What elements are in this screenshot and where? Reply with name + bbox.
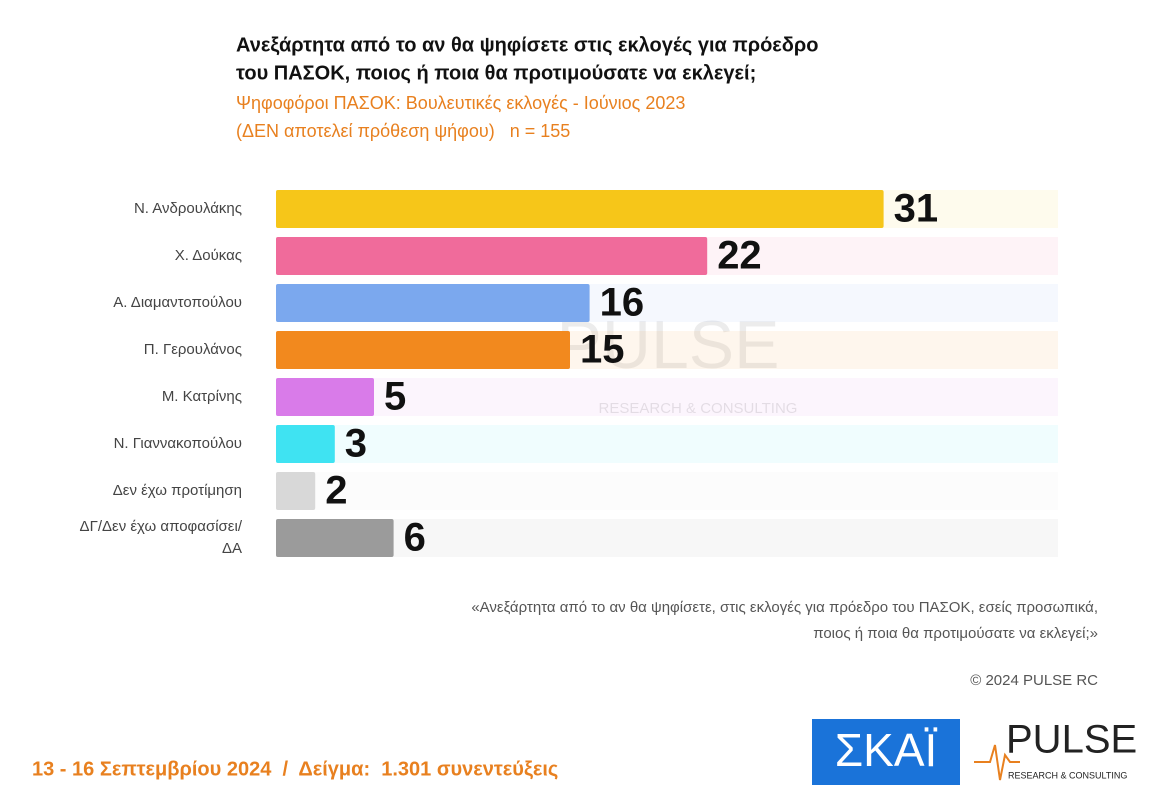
pulse-logo-tagline: RESEARCH & CONSULTING [1008,770,1127,780]
category-label: Α. Διαμαντοπούλου [113,294,242,311]
category-label: Ν. Ανδρουλάκης [133,200,242,217]
value-label: 16 [600,281,645,325]
watermark-tagline: RESEARCH & CONSULTING [599,400,798,417]
footer: 13 - 16 Σεπτεμβρίου 2024 / Δείγμα: 1.301… [32,758,558,780]
pulse-logo: PULSE [1006,718,1137,762]
note: ποιος ή ποια θα προτιμούσατε να εκλεγεί;… [813,625,1098,642]
title: Ανεξάρτητα από το αν θα ψηφίσετε στις εκ… [236,34,819,56]
subtitle: (ΔΕΝ αποτελεί πρόθεση ψήφου) n = 155 [236,121,570,141]
skai-logo-box [812,719,960,785]
category-label: Π. Γερουλάνος [143,341,242,358]
bar-track [276,519,1058,557]
value-label: 3 [345,422,367,466]
pulse-logo-wave [974,744,1020,781]
category-label: Ν. Γιαννακοπούλου [113,435,242,452]
bar [276,378,374,416]
bar [276,190,884,228]
value-label: 5 [384,375,406,419]
copyright: © 2024 PULSE RC [970,672,1098,689]
bar [276,284,590,322]
note: «Ανεξάρτητα από το αν θα ψηφίσετε, στις … [471,599,1098,616]
category-label: Χ. Δούκας [174,247,242,264]
bar-track [276,472,1058,510]
subtitle: Ψηφοφόροι ΠΑΣΟΚ: Βουλευτικές εκλογές - Ι… [236,93,685,113]
value-label: 6 [404,516,426,560]
bar [276,425,335,463]
value-label: 2 [325,469,347,513]
value-label: 31 [894,187,939,231]
bar-track [276,378,1058,416]
bar [276,237,708,275]
skai-logo: ΣΚΑΪ [835,724,938,776]
bar [276,519,394,557]
bar [276,331,570,369]
category-label: ΔΓ/Δεν έχω αποφασίσει/ΔΑ [79,518,242,557]
category-label: Δεν έχω προτίμηση [112,482,242,499]
bar-track [276,425,1058,463]
category-label: Μ. Κατρίνης [161,388,242,405]
value-label: 15 [580,328,625,372]
title: του ΠΑΣΟΚ, ποιος ή ποια θα προτιμούσατε … [236,62,756,84]
bar [276,472,316,510]
value-label: 22 [717,234,762,278]
watermark: PULSE [557,307,780,383]
